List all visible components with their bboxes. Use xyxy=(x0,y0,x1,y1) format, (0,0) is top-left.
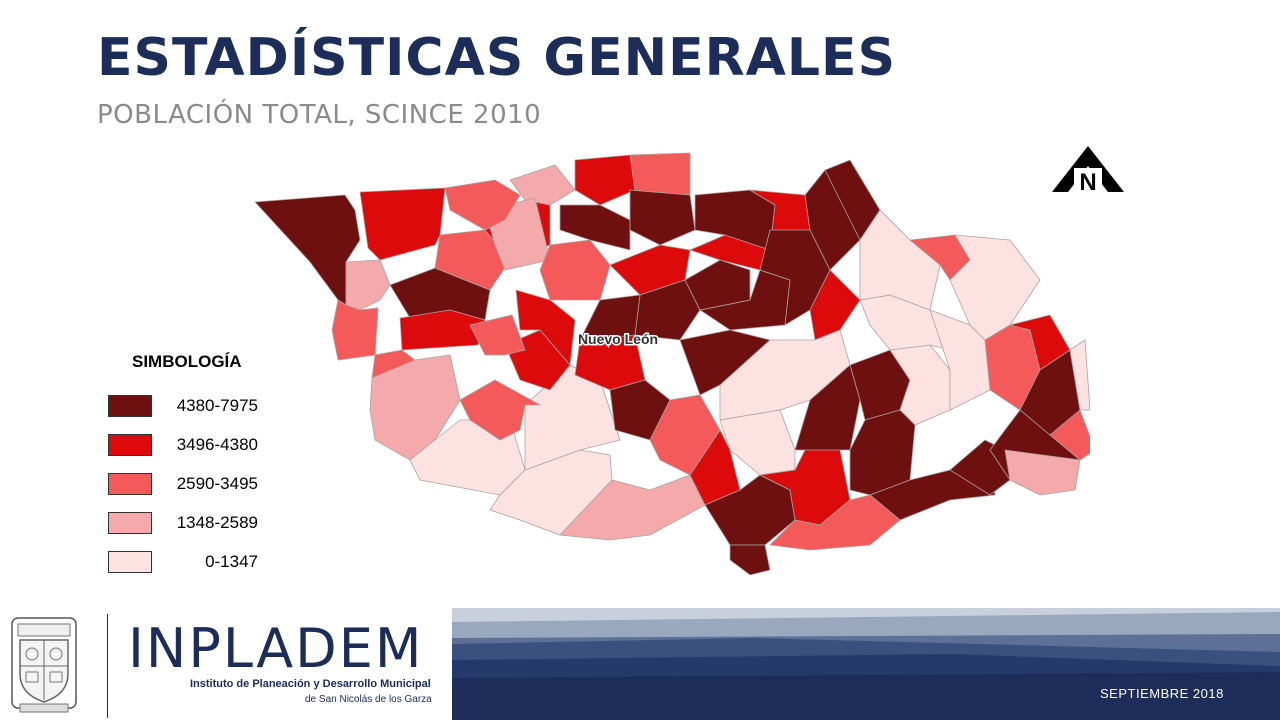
org-logo-name: INPLADEM xyxy=(128,617,424,680)
map-zone xyxy=(515,289,576,366)
legend-label: 0-1347 xyxy=(205,551,258,571)
north-arrow-letter: N xyxy=(1079,169,1096,196)
legend-swatch xyxy=(108,511,152,534)
legend-item: 2590-3495 xyxy=(108,464,288,503)
legend-label: 4380-7975 xyxy=(176,395,258,415)
map-zone xyxy=(345,259,391,311)
map-zone xyxy=(684,259,751,311)
map-zone xyxy=(254,194,361,306)
legend-label: 1348-2589 xyxy=(176,512,258,532)
map-zone xyxy=(889,344,951,426)
legend-label: 2590-3495 xyxy=(176,473,258,493)
map-zone xyxy=(809,269,861,341)
map-zone xyxy=(1069,339,1090,411)
map-zones xyxy=(254,152,1090,576)
map-zone xyxy=(434,229,511,291)
map-zone xyxy=(769,494,901,551)
map-zone xyxy=(359,187,446,261)
map-zone xyxy=(849,409,916,496)
map-zone xyxy=(539,239,611,301)
municipal-seal-logo xyxy=(11,617,77,713)
map-zone xyxy=(409,419,526,496)
legend-title: SIMBOLOGÍA xyxy=(132,352,242,371)
org-subtitle: de San Nicolás de los Garza xyxy=(305,694,432,705)
legend-item: 3496-4380 xyxy=(108,425,288,464)
org-full-name: Instituto de Planeación y Desarrollo Mun… xyxy=(190,678,431,690)
map-zone xyxy=(609,244,691,296)
map-zone xyxy=(469,314,526,356)
map-zone xyxy=(729,544,771,576)
map-zone xyxy=(1004,449,1081,496)
page-subtitle: POBLACIÓN TOTAL, SCINCE 2010 xyxy=(97,100,542,130)
footer-wave-bands xyxy=(452,608,1280,720)
choropleth-map: Nuevo León xyxy=(254,152,1090,576)
map-zone xyxy=(459,379,542,441)
footer-divider xyxy=(107,614,108,718)
north-arrow-icon: N xyxy=(1052,146,1124,196)
legend-rows: 4380-7975 3496-4380 2590-3495 1348-2589 0-13… xyxy=(108,386,288,581)
page-title: ESTADÍSTICAS GENERALES xyxy=(97,28,897,88)
map-zone xyxy=(629,189,696,246)
legend-swatch xyxy=(108,550,152,573)
legend-swatch xyxy=(108,433,152,456)
map-zone xyxy=(859,209,941,311)
map-zone xyxy=(574,154,636,206)
legend-item: 4380-7975 xyxy=(108,386,288,425)
map-zone xyxy=(689,429,741,506)
legend-swatch xyxy=(108,472,152,495)
map-legend: SIMBOLOGÍA 4380-7975 3496-4380 2590-3495 13… xyxy=(108,352,288,581)
legend-label: 3496-4380 xyxy=(176,434,258,454)
legend-item: 0-1347 xyxy=(108,542,288,581)
map-zone xyxy=(509,164,576,206)
legend-item: 1348-2589 xyxy=(108,503,288,542)
map-zone xyxy=(559,204,631,251)
map-zone xyxy=(444,179,521,231)
legend-swatch xyxy=(108,394,152,417)
map-zone xyxy=(1049,409,1090,461)
footer-date: SEPTIEMBRE 2018 xyxy=(1100,686,1224,701)
map-place-label: Nuevo León xyxy=(578,331,658,347)
map-zone xyxy=(331,299,379,361)
